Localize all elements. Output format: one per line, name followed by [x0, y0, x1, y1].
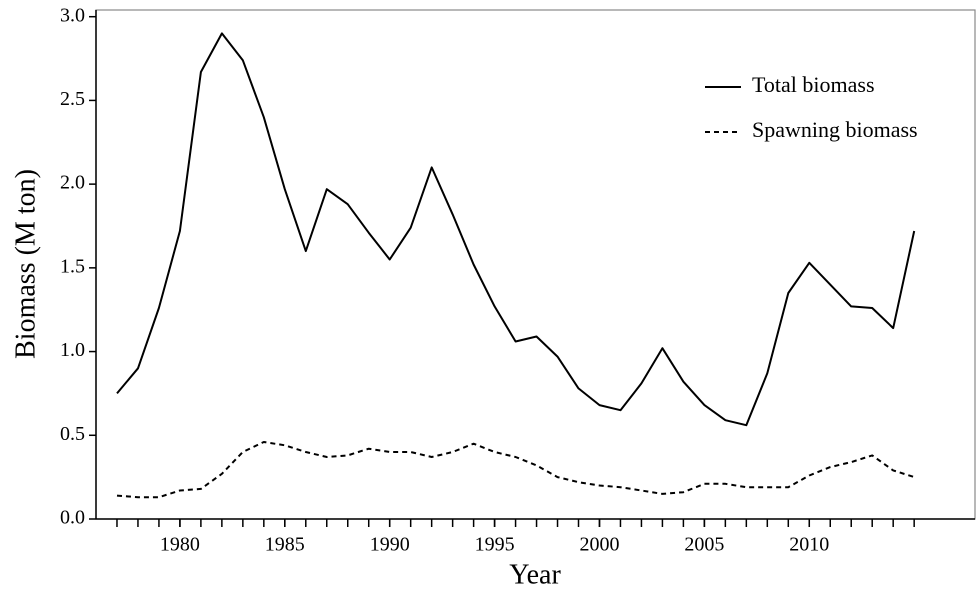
x-tick-label: 2005 — [684, 534, 724, 556]
y-axis-title: Biomass (M ton) — [10, 169, 41, 359]
x-tick-label: 1995 — [475, 534, 515, 556]
series-line — [116, 32, 916, 427]
y-tick-label: 0.0 — [60, 507, 85, 529]
series-line — [116, 441, 915, 499]
legend-label: Total biomass — [752, 72, 875, 97]
y-tick-label: 2.5 — [60, 88, 85, 110]
x-tick-label: 1980 — [160, 534, 200, 556]
y-tick-label: 3.0 — [60, 4, 85, 26]
y-tick-label: 0.5 — [60, 423, 85, 445]
x-axis-title: Year — [509, 559, 561, 590]
x-tick-label: 1985 — [265, 534, 305, 556]
x-tick-label: 1990 — [370, 534, 410, 556]
x-tick-label: 2000 — [579, 534, 619, 556]
legend-label: Spawning biomass — [752, 117, 918, 142]
y-tick-label: 1.5 — [60, 255, 85, 277]
x-tick-label: 2010 — [789, 534, 829, 556]
y-tick-label: 2.0 — [60, 172, 85, 194]
y-tick-label: 1.0 — [60, 339, 85, 361]
